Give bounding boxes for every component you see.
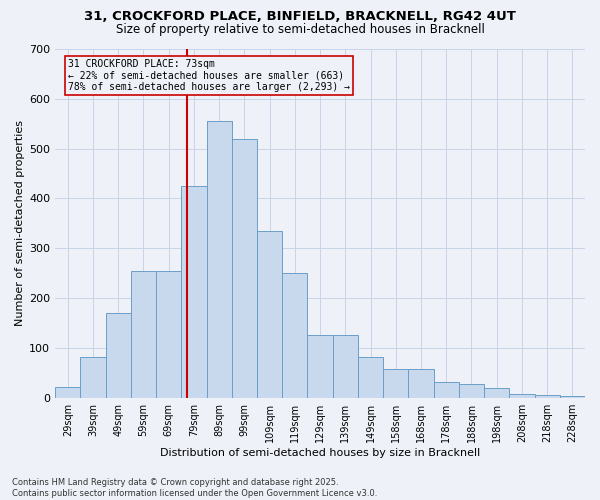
Bar: [409, 370, 434, 398]
Bar: [509, 394, 535, 398]
Bar: [535, 395, 560, 398]
Bar: [131, 270, 156, 398]
Bar: [156, 270, 181, 398]
Bar: [55, 386, 80, 398]
Bar: [484, 388, 509, 398]
Bar: [560, 396, 585, 398]
Bar: [282, 273, 307, 398]
X-axis label: Distribution of semi-detached houses by size in Bracknell: Distribution of semi-detached houses by …: [160, 448, 480, 458]
Bar: [80, 357, 106, 398]
Bar: [434, 382, 459, 398]
Bar: [383, 370, 409, 398]
Bar: [206, 121, 232, 398]
Text: 31, CROCKFORD PLACE, BINFIELD, BRACKNELL, RG42 4UT: 31, CROCKFORD PLACE, BINFIELD, BRACKNELL…: [84, 10, 516, 23]
Bar: [181, 186, 206, 398]
Text: Size of property relative to semi-detached houses in Bracknell: Size of property relative to semi-detach…: [116, 22, 484, 36]
Text: Contains HM Land Registry data © Crown copyright and database right 2025.
Contai: Contains HM Land Registry data © Crown c…: [12, 478, 377, 498]
Bar: [307, 336, 332, 398]
Bar: [459, 384, 484, 398]
Bar: [257, 231, 282, 398]
Bar: [332, 336, 358, 398]
Bar: [106, 313, 131, 398]
Y-axis label: Number of semi-detached properties: Number of semi-detached properties: [15, 120, 25, 326]
Bar: [232, 138, 257, 398]
Text: 31 CROCKFORD PLACE: 73sqm
← 22% of semi-detached houses are smaller (663)
78% of: 31 CROCKFORD PLACE: 73sqm ← 22% of semi-…: [68, 59, 350, 92]
Bar: [358, 357, 383, 398]
